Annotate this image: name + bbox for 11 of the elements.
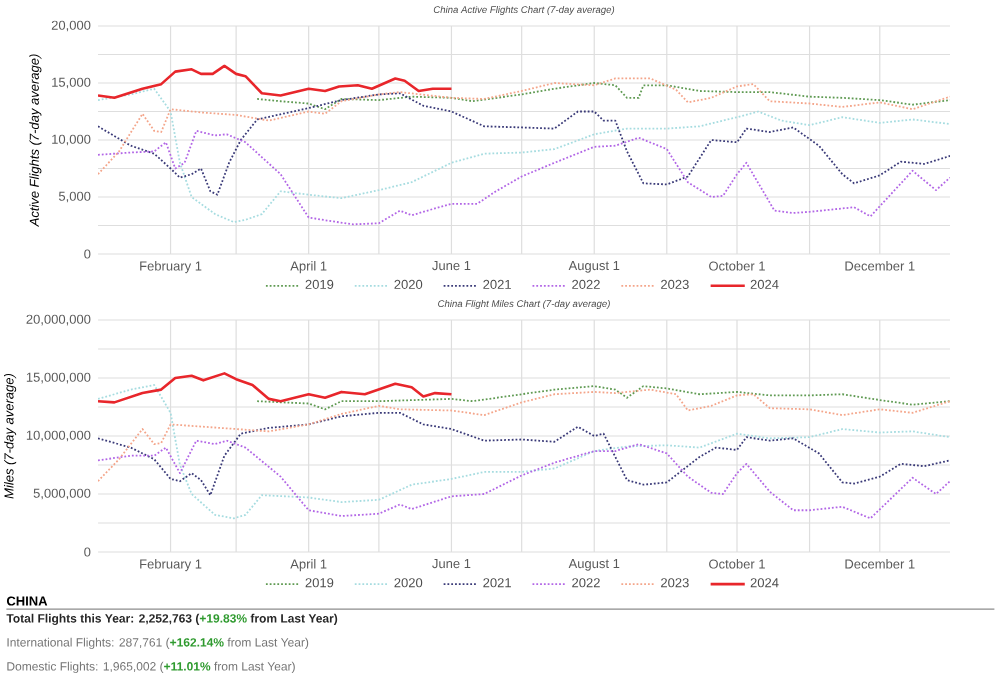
line-series xyxy=(98,77,951,176)
line-series xyxy=(98,411,951,497)
line-series xyxy=(256,82,951,111)
line-series xyxy=(98,129,951,226)
line-series xyxy=(98,87,951,223)
line-series xyxy=(98,92,951,196)
line-series xyxy=(98,384,951,520)
line-series xyxy=(98,439,951,520)
line-series xyxy=(98,64,453,100)
line-series xyxy=(256,385,951,411)
line-series xyxy=(98,372,453,404)
